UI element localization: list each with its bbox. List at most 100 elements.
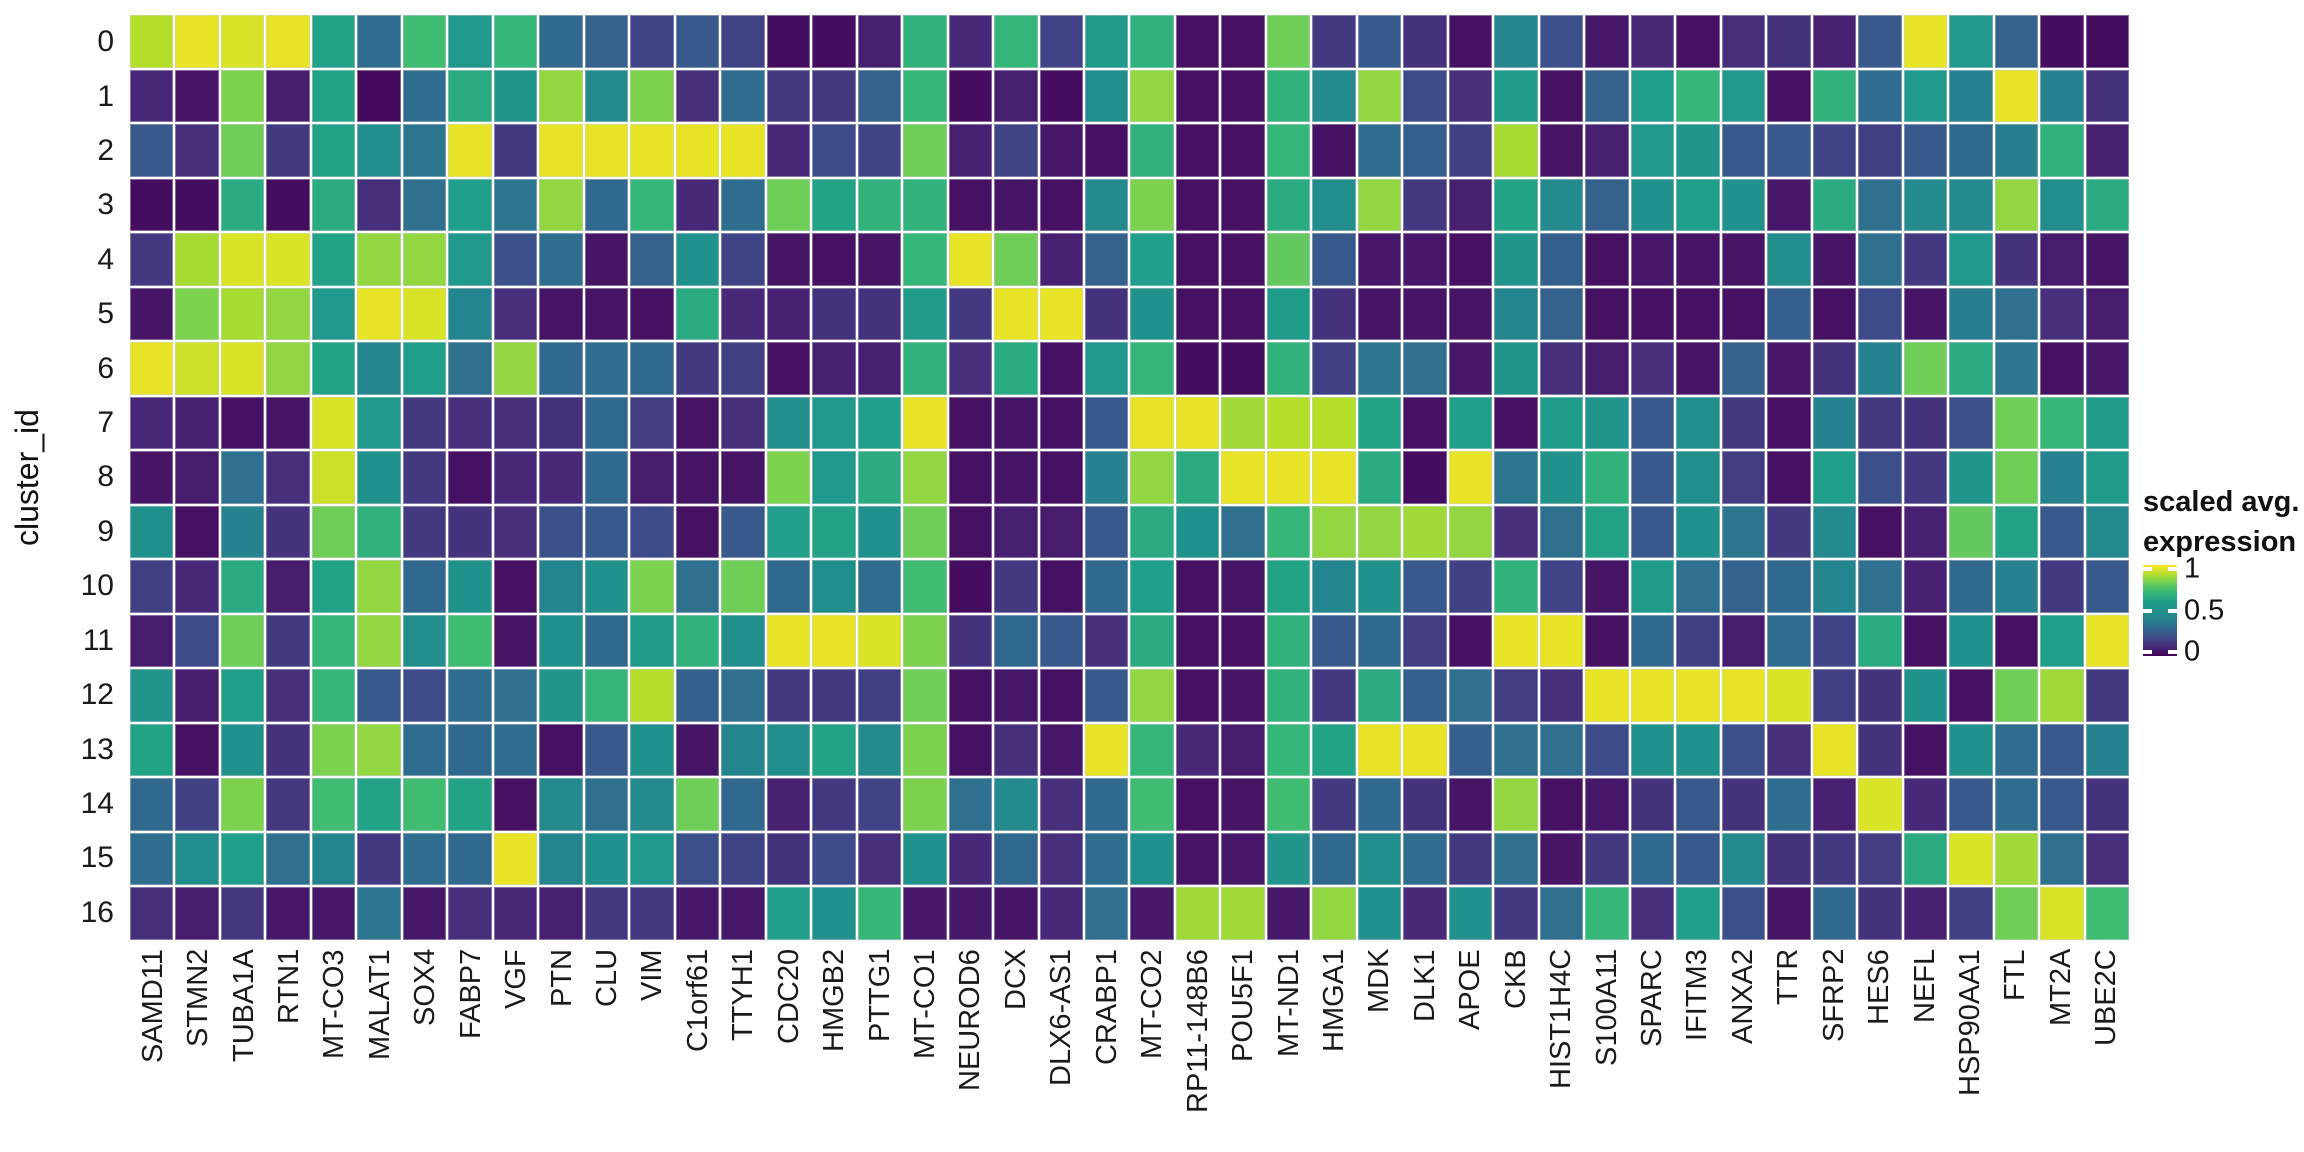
heatmap-cell	[721, 287, 765, 341]
heatmap-cell	[1403, 451, 1447, 504]
heatmap-cell	[948, 287, 993, 341]
heatmap-cell	[1949, 669, 1993, 722]
heatmap-cell	[266, 723, 310, 777]
heatmap-cell	[630, 669, 674, 722]
heatmap-cell	[1767, 233, 1811, 286]
heatmap-cell	[1130, 832, 1174, 886]
heatmap-cell	[1539, 778, 1584, 831]
heatmap-cell	[1858, 233, 1902, 286]
heatmap-cell	[1994, 178, 2039, 232]
heatmap-cell	[1767, 15, 1811, 68]
heatmap-cell	[857, 887, 902, 940]
heatmap-cell	[130, 233, 174, 286]
heatmap-cell	[675, 614, 720, 668]
heatmap-cell	[1175, 69, 1220, 123]
heatmap-cell	[175, 778, 219, 831]
x-tick-label: MALAT1	[363, 949, 396, 1060]
heatmap-cell	[1494, 614, 1538, 668]
heatmap-cell	[903, 69, 947, 123]
heatmap-cell	[721, 342, 765, 395]
heatmap-cell	[903, 669, 947, 722]
heatmap-cell	[1357, 233, 1402, 286]
heatmap-cell	[539, 124, 583, 177]
heatmap-cell	[721, 723, 765, 777]
heatmap-cell	[266, 614, 310, 668]
heatmap-cell	[1721, 396, 1766, 450]
heatmap-cell	[903, 124, 947, 177]
heatmap-cell	[903, 451, 947, 504]
heatmap-cell	[1676, 396, 1720, 450]
heatmap-cell	[2085, 723, 2129, 777]
heatmap-cell	[1903, 887, 1948, 940]
heatmap-cell	[721, 669, 765, 722]
heatmap-cell	[448, 15, 492, 68]
heatmap-cell	[357, 723, 401, 777]
heatmap-cell	[994, 233, 1038, 286]
heatmap-cell	[1994, 124, 2039, 177]
heatmap-cell	[994, 832, 1038, 886]
heatmap-cell	[311, 287, 356, 341]
heatmap-cell	[539, 178, 583, 232]
heatmap-cell	[1130, 233, 1174, 286]
x-tick-label: MT2A	[2044, 949, 2077, 1027]
heatmap-cell	[493, 124, 538, 177]
heatmap-cell	[1539, 178, 1584, 232]
heatmap-cell	[493, 287, 538, 341]
heatmap-cell	[1312, 505, 1356, 559]
heatmap-cell	[721, 778, 765, 831]
heatmap-cell	[357, 832, 401, 886]
heatmap-cell	[1221, 560, 1265, 613]
heatmap-cell	[130, 505, 174, 559]
heatmap-cell	[766, 614, 811, 668]
heatmap-cell	[1039, 614, 1084, 668]
heatmap-cell	[539, 69, 583, 123]
x-tick-label: RTN1	[273, 949, 305, 1025]
x-tick-label: PTTG1	[863, 949, 896, 1043]
heatmap-cell	[130, 287, 174, 341]
heatmap-cell	[266, 287, 310, 341]
heatmap-cell	[1994, 669, 2039, 722]
heatmap-cell	[1494, 342, 1538, 395]
heatmap-cell	[1221, 778, 1265, 831]
heatmap-cell	[1585, 505, 1629, 559]
legend-tick-label: 0.5	[2184, 594, 2225, 626]
heatmap-cell	[994, 669, 1038, 722]
heatmap-cell	[1221, 233, 1265, 286]
heatmap-cell	[1130, 778, 1174, 831]
heatmap-cell	[1175, 178, 1220, 232]
heatmap-cell	[584, 178, 629, 232]
heatmap-cell	[1539, 723, 1584, 777]
heatmap-cell	[1448, 560, 1493, 613]
heatmap-cell	[1175, 342, 1220, 395]
x-tick-label: SFRP2	[1817, 949, 1850, 1043]
heatmap-cell	[2040, 178, 2084, 232]
heatmap-cell	[1676, 778, 1720, 831]
heatmap-cell	[1085, 505, 1129, 559]
heatmap-cell	[448, 832, 492, 886]
heatmap-cell	[1130, 287, 1174, 341]
heatmap-cell	[675, 669, 720, 722]
heatmap-cell	[1630, 342, 1675, 395]
heatmap-cell	[266, 832, 310, 886]
heatmap-cell	[1630, 614, 1675, 668]
heatmap-cell	[903, 15, 947, 68]
heatmap-cell	[266, 178, 310, 232]
y-tick-label: 13	[80, 732, 114, 766]
heatmap-cell	[1085, 778, 1129, 831]
heatmap-cell	[1858, 505, 1902, 559]
heatmap-cell	[630, 287, 674, 341]
heatmap-cell	[1266, 560, 1311, 613]
heatmap-cell	[857, 124, 902, 177]
heatmap-cell	[2040, 832, 2084, 886]
heatmap-cell	[448, 178, 492, 232]
heatmap-cell	[1676, 560, 1720, 613]
heatmap-cell	[584, 832, 629, 886]
x-tick-label: DCX	[999, 949, 1032, 1011]
heatmap-cell	[1085, 887, 1129, 940]
heatmap-cell	[1448, 396, 1493, 450]
heatmap-cell	[812, 178, 856, 232]
heatmap-cell	[630, 233, 674, 286]
heatmap-cell	[448, 396, 492, 450]
heatmap-cell	[1448, 124, 1493, 177]
heatmap-cell	[2040, 69, 2084, 123]
